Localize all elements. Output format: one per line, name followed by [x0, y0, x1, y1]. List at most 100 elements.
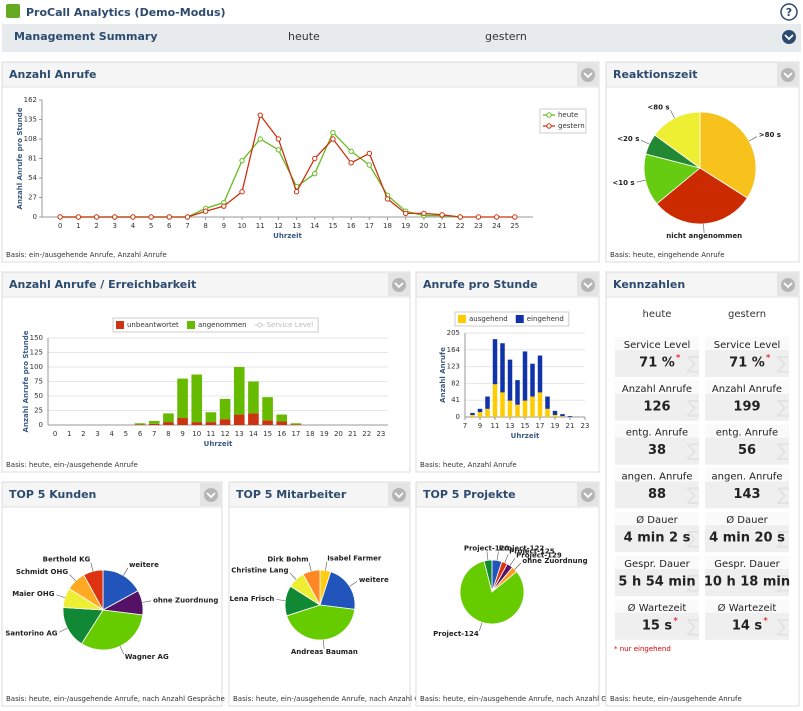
data-point — [366, 150, 373, 157]
collapse-button[interactable] — [392, 278, 406, 292]
kpi-box-top — [615, 468, 699, 482]
kpi-label: Service Level — [714, 340, 781, 351]
pie-slice — [459, 560, 525, 625]
x-tick-label: 15 — [521, 422, 530, 430]
legend-box — [454, 311, 570, 327]
leader-line — [670, 109, 675, 119]
kpi-watermark: ∑ — [777, 616, 789, 637]
bar-segment — [522, 351, 528, 401]
pie-label: ohne Zuordnung — [522, 557, 587, 565]
panel-header — [2, 62, 599, 87]
data-point — [348, 148, 354, 154]
bar-segment — [530, 396, 535, 417]
collapse-icon[interactable] — [583, 492, 593, 499]
leader-line — [349, 581, 358, 587]
collapse-icon[interactable] — [394, 492, 404, 499]
data-point — [384, 196, 391, 202]
x-tick-label: 15 — [263, 430, 272, 438]
collapse-button[interactable] — [392, 488, 406, 502]
leader-line — [90, 562, 94, 572]
bar-segment — [276, 414, 288, 422]
x-tick-label: 13 — [235, 430, 244, 438]
data-point — [202, 208, 209, 214]
y-axis-label: Anzahl Anrufe pro Stunde — [22, 330, 30, 432]
legend-symbol — [515, 315, 524, 323]
bar-segment — [522, 400, 528, 417]
x-tick-label: 9 — [180, 430, 184, 438]
legend-label: eingehend — [527, 315, 564, 323]
help-button[interactable] — [780, 3, 798, 21]
collapse-button[interactable] — [581, 488, 595, 502]
app-icon — [6, 4, 20, 18]
collapse-icon[interactable] — [394, 282, 404, 289]
collapse-icon[interactable] — [783, 282, 793, 289]
panel-header — [606, 62, 799, 87]
bar-segment — [276, 421, 288, 425]
kpi-label: Ø Wartezeit — [628, 602, 687, 614]
x-tick-label: 10 — [238, 222, 247, 230]
kpi-box-top — [615, 337, 699, 350]
x-tick-label: 21 — [566, 422, 575, 430]
expand-icon[interactable] — [784, 34, 794, 41]
pie-label: Christine Lang — [231, 567, 288, 575]
pie-label: Berthold KG — [43, 556, 91, 564]
x-tick-label: 5 — [124, 430, 128, 438]
x-tick-label: 13 — [292, 222, 301, 230]
bar-segment — [530, 363, 535, 397]
kpi-label: entg. Anrufe — [626, 428, 688, 439]
y-tick-label: 150 — [30, 334, 43, 342]
collapse-icon[interactable] — [206, 492, 216, 499]
collapse-button[interactable] — [204, 488, 218, 502]
x-tick-label: 12 — [221, 430, 230, 438]
kpi-watermark: ∑ — [687, 353, 699, 374]
bar-segment — [485, 408, 490, 417]
data-point — [493, 214, 500, 220]
collapse-icon[interactable] — [583, 282, 593, 289]
pie-slice — [83, 569, 104, 611]
collapse-icon[interactable] — [783, 72, 793, 79]
bar-segment — [552, 414, 558, 417]
collapse-button[interactable] — [581, 68, 595, 82]
data-point — [275, 136, 282, 142]
leader-line — [56, 594, 66, 598]
collapse-button[interactable] — [581, 278, 595, 292]
x-tick-label: 3 — [95, 430, 99, 438]
kpi-value: 71 % — [639, 356, 675, 371]
collapse-icon[interactable] — [583, 72, 593, 79]
leader-line — [325, 561, 328, 571]
y-tick-label: 41 — [451, 396, 460, 404]
x-tick-label: 19 — [320, 430, 329, 438]
summary-col: heute — [288, 30, 320, 43]
pie-label: Santorino AG — [5, 630, 57, 638]
kpi-value: 71 % — [729, 356, 765, 371]
kpi-label: Gespr. Dauer — [624, 559, 690, 570]
panel-footer: Basis: heute, ein-/ausgehende Anrufe, na… — [233, 695, 426, 703]
kpi-watermark: ∑ — [687, 616, 699, 637]
panel-header — [2, 272, 410, 297]
bar-segment — [560, 414, 565, 417]
leader-line — [308, 562, 312, 572]
y-tick-label: 0 — [39, 421, 43, 429]
data-point — [330, 129, 336, 136]
panel-header — [2, 482, 222, 507]
x-tick-label: 11 — [206, 430, 215, 438]
legend-symbol — [546, 123, 552, 129]
pie-label: <80 s — [647, 103, 669, 111]
x-tick-label: 14 — [249, 430, 258, 438]
y-tick-label: 81 — [28, 155, 37, 163]
x-tick-label: 2 — [81, 430, 85, 438]
panel — [1, 61, 600, 263]
x-tick-label: 25 — [510, 222, 519, 230]
expand-button[interactable] — [782, 30, 796, 44]
kpi-watermark: ∑ — [687, 397, 699, 418]
kpi-note: * — [676, 354, 681, 364]
y-tick-label: 125 — [30, 349, 43, 357]
help-icon[interactable]: ? — [786, 6, 792, 19]
collapse-button[interactable] — [781, 278, 795, 292]
leader-line — [479, 622, 483, 632]
x-tick-label: 0 — [53, 430, 57, 438]
bar-segment — [248, 413, 259, 425]
collapse-button[interactable] — [781, 68, 795, 82]
leader-line — [748, 136, 758, 142]
x-tick-label: 10 — [192, 430, 201, 438]
